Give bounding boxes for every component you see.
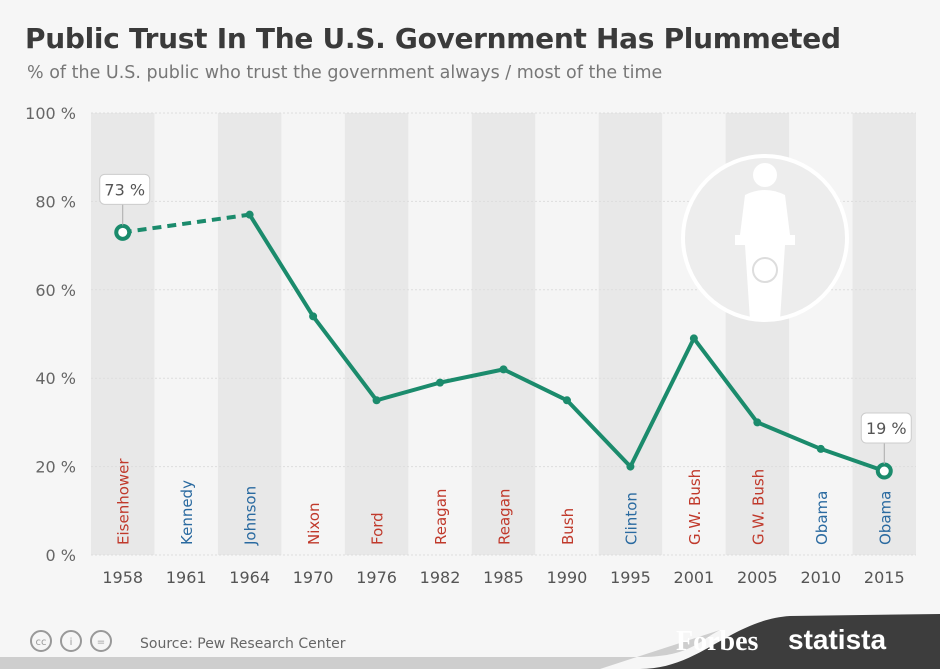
series-segment bbox=[628, 336, 696, 469]
president-label: Reagan bbox=[432, 489, 450, 545]
x-tick-label: 1958 bbox=[102, 568, 143, 587]
president-label: Ford bbox=[369, 512, 387, 545]
x-tick-label: 1995 bbox=[610, 568, 651, 587]
series-segment bbox=[247, 212, 316, 319]
series-segment bbox=[374, 380, 443, 403]
callout-box bbox=[860, 412, 912, 444]
series-segment bbox=[755, 420, 823, 451]
y-tick-label: 0 % bbox=[46, 546, 76, 565]
column-stripe bbox=[344, 113, 409, 555]
data-point bbox=[816, 444, 825, 453]
no-derivatives-icon: = bbox=[90, 630, 112, 652]
x-tick-label: 2001 bbox=[674, 568, 715, 587]
data-point bbox=[499, 365, 508, 374]
statista-logo: statista bbox=[788, 624, 887, 655]
data-point bbox=[753, 418, 762, 427]
column-stripe bbox=[471, 113, 536, 555]
series-segment bbox=[122, 212, 250, 235]
y-tick-label: 40 % bbox=[35, 369, 76, 388]
series-segment bbox=[691, 336, 760, 425]
president-label: Clinton bbox=[622, 492, 640, 545]
x-tick-label: 1990 bbox=[547, 568, 588, 587]
speaker-head bbox=[753, 163, 777, 187]
y-tick-label: 20 % bbox=[35, 458, 76, 477]
chart-title: Public Trust In The U.S. Government Has … bbox=[25, 22, 841, 55]
y-tick-label: 100 % bbox=[25, 104, 76, 123]
data-label: 73 % bbox=[104, 180, 145, 199]
series-segment bbox=[438, 367, 506, 385]
x-tick-label: 1964 bbox=[229, 568, 270, 587]
president-label: Kennedy bbox=[178, 480, 196, 545]
chart-subtitle: % of the U.S. public who trust the gover… bbox=[27, 63, 663, 83]
president-label: Reagan bbox=[496, 489, 514, 545]
president-label: G.W. Bush bbox=[749, 469, 767, 545]
president-label: Eisenhower bbox=[115, 458, 133, 545]
seal-icon bbox=[752, 257, 778, 283]
series-segment bbox=[818, 446, 887, 474]
attribution-icon: i bbox=[60, 630, 82, 652]
cc-icon: cc bbox=[30, 630, 52, 652]
column-stripe bbox=[852, 113, 916, 555]
president-label: Obama bbox=[813, 491, 831, 545]
callout-box bbox=[99, 173, 151, 205]
column-stripe bbox=[217, 113, 282, 555]
source-note: Source: Pew Research Center bbox=[140, 636, 346, 652]
x-tick-label: 1970 bbox=[293, 568, 334, 587]
president-label: Obama bbox=[876, 491, 894, 545]
data-point bbox=[689, 334, 698, 343]
president-label: Nixon bbox=[305, 503, 323, 546]
x-tick-label: 1961 bbox=[166, 568, 207, 587]
x-tick-label: 2005 bbox=[737, 568, 778, 587]
president-label: Bush bbox=[559, 508, 577, 545]
x-tick-label: 1985 bbox=[483, 568, 524, 587]
y-tick-label: 80 % bbox=[35, 192, 76, 211]
y-tick-label: 60 % bbox=[35, 281, 76, 300]
podium-illustration bbox=[681, 154, 849, 322]
x-tick-label: 2015 bbox=[864, 568, 905, 587]
data-point bbox=[309, 312, 318, 321]
podium bbox=[735, 235, 795, 320]
series-segment bbox=[501, 367, 569, 403]
data-point bbox=[436, 378, 445, 387]
data-point bbox=[114, 223, 132, 241]
data-point bbox=[245, 210, 254, 219]
data-point bbox=[875, 462, 893, 480]
data-point bbox=[372, 396, 381, 405]
president-label: G.W. Bush bbox=[686, 469, 704, 545]
forbes-logo: Forbes bbox=[676, 626, 759, 657]
data-label: 19 % bbox=[866, 419, 907, 438]
series-segment bbox=[564, 398, 633, 469]
speaker-body bbox=[740, 190, 790, 235]
x-tick-label: 1982 bbox=[420, 568, 461, 587]
x-tick-label: 1976 bbox=[356, 568, 397, 587]
series-segment bbox=[311, 314, 379, 403]
data-point bbox=[562, 396, 571, 405]
column-stripe bbox=[598, 113, 663, 555]
president-label: Johnson bbox=[242, 486, 260, 546]
x-tick-label: 2010 bbox=[800, 568, 841, 587]
data-point bbox=[626, 462, 635, 471]
